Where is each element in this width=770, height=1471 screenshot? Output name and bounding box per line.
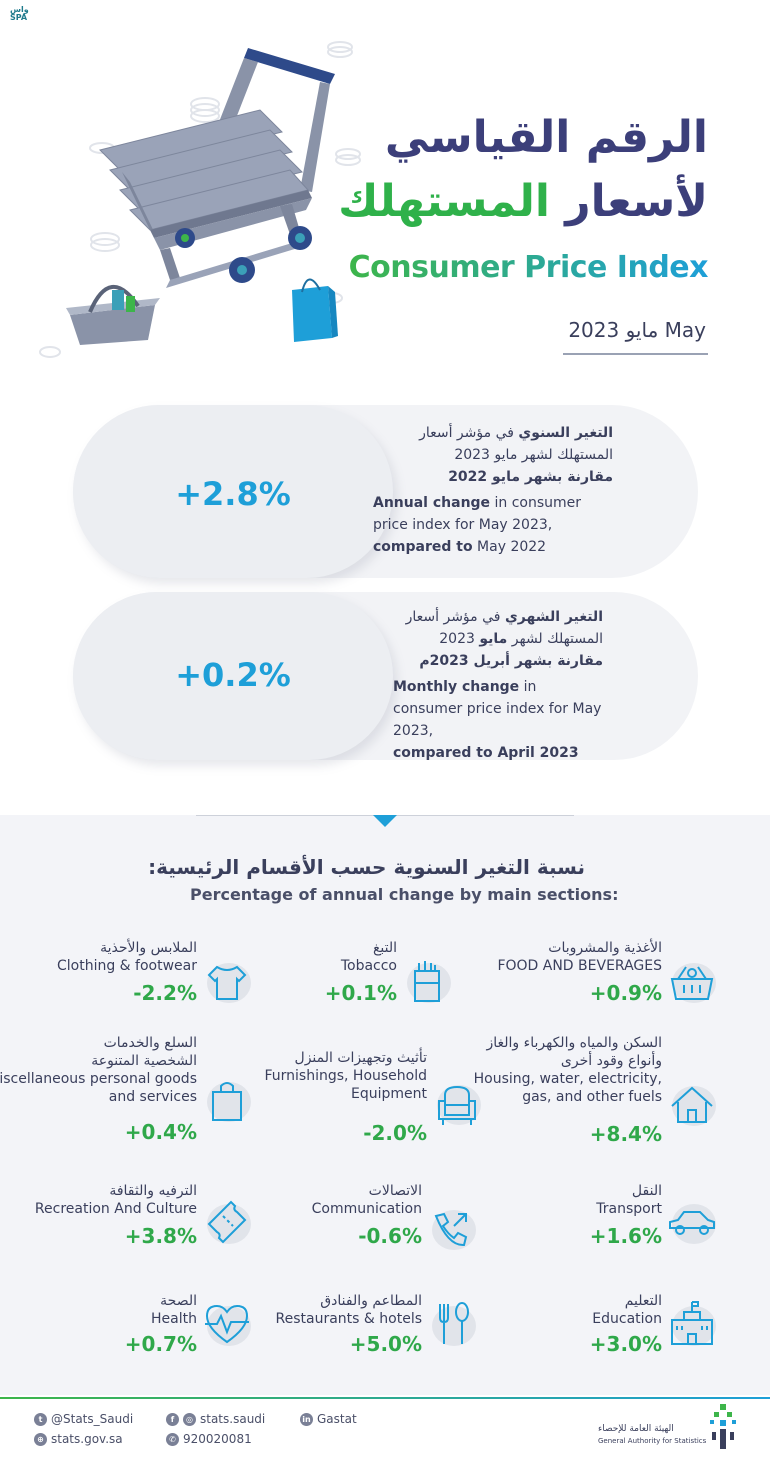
category-label-ar: السكن والمياه والكهرباء والغاز وأنواع وق… <box>486 1035 663 1069</box>
title-english: Consumer Price Index <box>348 250 709 285</box>
category-percent: +0.1% <box>324 981 397 1005</box>
org-name-english: General Authority for Statistics <box>598 1437 707 1445</box>
tshirt-icon <box>199 953 255 1009</box>
phone-icon: ✆ <box>166 1432 179 1446</box>
category-percent: +0.9% <box>589 981 662 1005</box>
category-label-en: Housing, water, electricity, gas, and ot… <box>473 1071 662 1105</box>
category-label-ar: التبغ <box>372 940 397 956</box>
house-icon <box>664 1076 720 1132</box>
car-icon <box>664 1194 720 1250</box>
annual-change-circle <box>73 405 393 578</box>
category-percent: +0.7% <box>124 1332 197 1356</box>
category-percent: +3.8% <box>124 1224 197 1248</box>
phone-icon <box>424 1200 480 1256</box>
title-arabic-line1: الرقم القياسي <box>384 112 708 163</box>
footer-website[interactable]: ⊕ stats.gov.sa <box>34 1432 123 1446</box>
category-tobacco: التبغ Tobacco +0.1% <box>205 935 455 1035</box>
org-name-arabic: الهيئة العامة للإحصاء <box>598 1424 674 1434</box>
category-recreation: الترفيه والثقافة Recreation And Culture +… <box>0 1180 255 1280</box>
date-underline <box>563 353 708 355</box>
category-percent: +5.0% <box>349 1332 422 1356</box>
footer-divider <box>0 1397 770 1399</box>
category-label-en: Education <box>592 1311 662 1327</box>
linkedin-icon: in <box>300 1412 313 1426</box>
footer-linkedin[interactable]: in Gastat <box>300 1412 357 1426</box>
footer-phone[interactable]: ✆ 920020081 <box>166 1432 252 1446</box>
footer-facebook-instagram[interactable]: f ◎ stats.saudi <box>166 1412 265 1426</box>
monthly-change-description: التغير الشهري في مؤشر أسعار المستهلك لشه… <box>393 609 603 761</box>
report-date: مايو 2023 May <box>568 318 706 342</box>
category-percent: +1.6% <box>589 1224 662 1248</box>
school-building-icon <box>664 1296 720 1352</box>
category-furnishings: تأثيث وتجهيزات المنزل Furnishings, Househ… <box>230 1045 485 1155</box>
monthly-change-value: +0.2% <box>175 656 291 694</box>
category-education: التعليم Education +3.0% <box>470 1290 720 1390</box>
annual-change-card: +2.8% التغير السنوي في مؤشر أسعار المسته… <box>73 405 698 578</box>
globe-icon: ⊕ <box>34 1432 47 1446</box>
category-label-en: Tobacco <box>340 958 397 974</box>
annual-change-description: التغير السنوي في مؤشر أسعار المستهلك لشه… <box>373 425 613 555</box>
category-percent: -2.0% <box>363 1121 427 1145</box>
category-percent: +8.4% <box>589 1122 662 1146</box>
category-label-en: Restaurants & hotels <box>275 1311 422 1327</box>
section-arrow-icon <box>373 815 397 827</box>
shopping-cart-illustration <box>39 41 361 358</box>
annual-change-value: +2.8% <box>175 475 291 513</box>
cigarette-pack-icon <box>399 953 455 1009</box>
category-percent: +3.0% <box>589 1332 662 1356</box>
category-label-ar: المطاعم والفنادق <box>320 1293 422 1309</box>
title-arabic-line2: لأسعار المستهلك <box>338 176 708 227</box>
category-label-en: Communication <box>311 1201 422 1217</box>
category-restaurants-hotels: المطاعم والفنادق Restaurants & hotels +5.… <box>230 1290 480 1390</box>
category-label-ar: الصحة <box>160 1293 197 1309</box>
category-housing: السكن والمياه والكهرباء والغاز وأنواع وق… <box>470 1030 720 1150</box>
monthly-change-card: +0.2% التغير الشهري في مؤشر أسعار المسته… <box>73 592 698 761</box>
category-transport: النقل Transport +1.6% <box>470 1180 720 1280</box>
category-label-ar: تأثيث وتجهيزات المنزل <box>294 1050 427 1066</box>
section-title-english: Percentage of annual change by main sect… <box>190 885 619 904</box>
section-title-arabic: نسبة التغير السنوية حسب الأقسام الرئيسية… <box>148 855 585 879</box>
category-label-ar: الاتصالات <box>368 1183 422 1199</box>
footer-twitter[interactable]: t @Stats_Saudi <box>34 1412 133 1426</box>
category-label-en: Clothing & footwear <box>56 958 197 974</box>
twitter-icon: t <box>34 1412 47 1426</box>
category-label-en: FOOD AND BEVERAGES <box>497 958 662 974</box>
instagram-icon: ◎ <box>183 1412 196 1426</box>
heart-pulse-icon <box>199 1296 255 1352</box>
category-label-ar: النقل <box>631 1183 662 1199</box>
monthly-change-circle <box>73 592 393 760</box>
category-label-en: Transport <box>596 1201 662 1217</box>
category-label-en: Recreation And Culture <box>34 1201 197 1217</box>
spa-logo: واس SPA <box>10 5 29 22</box>
ticket-icon <box>199 1194 255 1250</box>
category-communication: الاتصالات Communication -0.6% <box>230 1180 480 1280</box>
category-clothing-footwear: الملابس والأحذية Clothing & footwear -2.2… <box>0 935 255 1035</box>
shopping-bag-icon <box>199 1072 255 1128</box>
category-label-ar: السلع والخدمات الشخصية المتنوعة <box>91 1035 197 1069</box>
fork-spoon-icon <box>424 1296 480 1352</box>
facebook-icon: f <box>166 1412 179 1426</box>
category-label-en: Miscellaneous personal goods and service… <box>0 1071 197 1105</box>
category-label-ar: الملابس والأحذية <box>100 940 197 956</box>
category-percent: -2.2% <box>133 981 197 1005</box>
category-percent: -0.6% <box>358 1224 422 1248</box>
category-misc-goods: السلع والخدمات الشخصية المتنوعة Miscellan… <box>0 1030 255 1150</box>
category-label-ar: الترفيه والثقافة <box>109 1183 197 1199</box>
category-health: الصحة Health +0.7% <box>0 1290 255 1390</box>
food-basket-icon <box>664 953 720 1009</box>
category-label-en: Furnishings, Household Equipment <box>264 1068 427 1102</box>
gastat-logo-icon <box>710 1404 736 1449</box>
category-label-en: Health <box>151 1311 197 1327</box>
category-label-ar: التعليم <box>624 1293 662 1309</box>
sections-background <box>0 815 770 1395</box>
armchair-icon <box>429 1075 485 1131</box>
category-food-beverages: الأغذية والمشروبات FOOD AND BEVERAGES +0.… <box>470 935 720 1035</box>
category-label-ar: الأغذية والمشروبات <box>548 940 662 956</box>
category-percent: +0.4% <box>124 1120 197 1144</box>
